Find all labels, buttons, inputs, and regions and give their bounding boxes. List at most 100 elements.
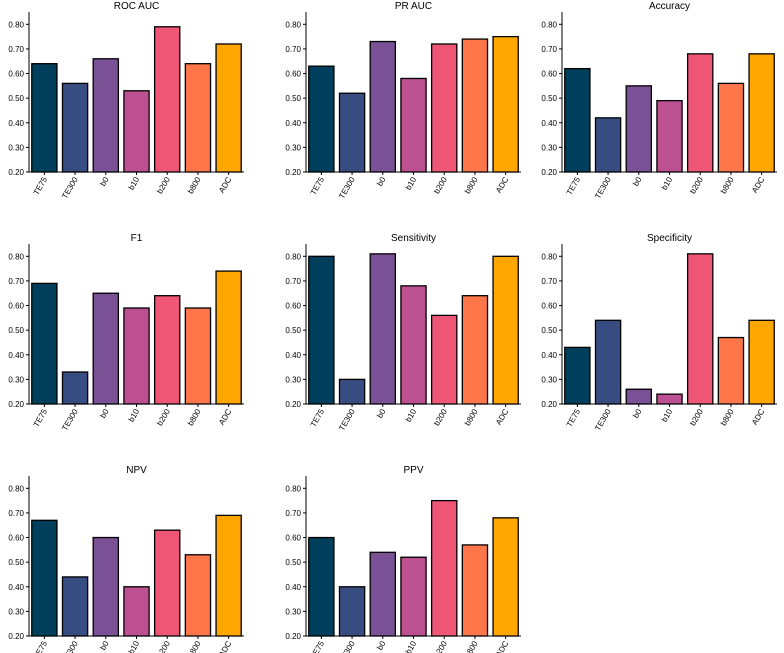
bar-b200 (153, 26, 181, 173)
bar-adc (215, 270, 242, 405)
y-tick-label: 0.50 (8, 558, 24, 567)
category-label: TE75 (32, 407, 50, 429)
category-label: b800 (186, 639, 203, 653)
y-tick-label: 0.40 (8, 583, 24, 592)
y-tick-label: 0.30 (8, 143, 24, 152)
category-label: b10 (404, 175, 419, 192)
category-label: b0 (375, 175, 388, 188)
y-tick-label: 0.50 (541, 94, 557, 103)
bar-te75 (308, 255, 335, 405)
bar-b800 (461, 38, 489, 173)
category-label: TE300 (60, 639, 80, 653)
bar-adc (492, 35, 519, 173)
bar-te75 (31, 519, 58, 637)
category-label: b10 (404, 407, 419, 424)
bar-b10 (123, 586, 150, 637)
bar-b10 (400, 285, 427, 405)
y-tick-label: 0.40 (285, 351, 301, 360)
bar-b0 (369, 253, 397, 405)
y-tick-label: 0.70 (8, 277, 24, 286)
bar-adc (215, 43, 242, 173)
bar-b10 (400, 556, 427, 637)
chart-title: PR AUC (395, 1, 432, 12)
bar-te75 (308, 536, 335, 637)
category-label: TE75 (309, 175, 327, 197)
category-label: b10 (127, 639, 142, 653)
bar-b800 (461, 544, 489, 637)
category-label: b200 (155, 407, 172, 427)
category-label: TE300 (337, 639, 357, 653)
y-tick-label: 0.70 (541, 45, 557, 54)
y-tick-label: 0.20 (285, 400, 301, 409)
category-label: TE300 (593, 407, 613, 432)
y-tick-label: 0.60 (8, 534, 24, 543)
category-label: b800 (719, 175, 736, 195)
y-tick-label: 0.80 (285, 20, 301, 29)
chart-title: Sensitivity (391, 233, 436, 244)
bar-b10 (656, 99, 683, 173)
bar-te75 (564, 346, 591, 405)
y-tick-label: 0.20 (8, 400, 24, 409)
category-label: b800 (186, 175, 203, 195)
category-label: TE300 (337, 407, 357, 432)
bar-te75 (564, 67, 591, 173)
category-label: b800 (463, 175, 480, 195)
category-label: b200 (688, 407, 705, 427)
bar-adc (492, 255, 519, 405)
y-tick-label: 0.30 (541, 375, 557, 384)
y-tick-label: 0.80 (285, 252, 301, 261)
bar-b10 (123, 90, 150, 173)
bar-adc (748, 319, 775, 405)
y-tick-label: 0.80 (8, 484, 24, 493)
y-tick-label: 0.80 (8, 20, 24, 29)
category-label: b0 (98, 407, 111, 420)
y-tick-label: 0.60 (285, 534, 301, 543)
category-label: b0 (375, 407, 388, 420)
category-label: TE75 (565, 175, 583, 197)
y-tick-label: 0.70 (285, 509, 301, 518)
category-label: b800 (463, 407, 480, 427)
chart-title: ROC AUC (114, 1, 160, 12)
y-tick-label: 0.60 (285, 302, 301, 311)
category-label: b10 (127, 175, 142, 192)
category-label: b0 (98, 175, 111, 188)
chart-panel: F1 TE75 TE300 b0 b10 b200 b800 ADC 0.20 0.30 0.40 0… (8, 233, 244, 432)
y-tick-label: 0.40 (541, 119, 557, 128)
category-label: TE75 (309, 407, 327, 429)
y-tick-label: 0.50 (285, 326, 301, 335)
category-label: TE75 (32, 175, 50, 197)
category-label: b0 (631, 175, 644, 188)
bar-adc (748, 53, 775, 173)
bar-b10 (656, 393, 683, 405)
y-tick-label: 0.60 (8, 70, 24, 79)
y-tick-label: 0.20 (541, 168, 557, 177)
chart-title: F1 (131, 233, 143, 244)
bar-te75 (31, 282, 58, 405)
bar-te300 (338, 586, 366, 637)
y-tick-label: 0.20 (285, 168, 301, 177)
chart-panel: Sensitivity TE75 TE300 b0 b10 b200 b800 ADC 0.20… (285, 233, 521, 432)
y-tick-label: 0.20 (8, 632, 24, 641)
y-tick-label: 0.30 (8, 375, 24, 384)
bar-b0 (625, 388, 653, 405)
bar-te75 (308, 65, 335, 173)
category-label: b200 (432, 175, 449, 195)
chart-panel: ROC AUC TE75 TE300 b0 b10 b200 b800 ADC 0.20 0.30… (8, 1, 244, 200)
category-label: ADC (494, 407, 510, 426)
bar-b200 (430, 314, 458, 405)
y-tick-label: 0.20 (8, 168, 24, 177)
category-label: TE300 (60, 175, 80, 200)
bar-b0 (92, 58, 120, 173)
category-label: b10 (127, 407, 142, 424)
category-label: b800 (186, 407, 203, 427)
bar-te300 (61, 82, 89, 173)
y-tick-label: 0.80 (541, 252, 557, 261)
bar-b800 (717, 82, 745, 173)
y-tick-label: 0.50 (285, 558, 301, 567)
category-label: ADC (217, 639, 233, 653)
category-label: TE300 (60, 407, 80, 432)
category-label: ADC (750, 175, 766, 194)
bar-te300 (594, 117, 622, 173)
y-tick-label: 0.40 (285, 119, 301, 128)
y-tick-label: 0.40 (8, 119, 24, 128)
